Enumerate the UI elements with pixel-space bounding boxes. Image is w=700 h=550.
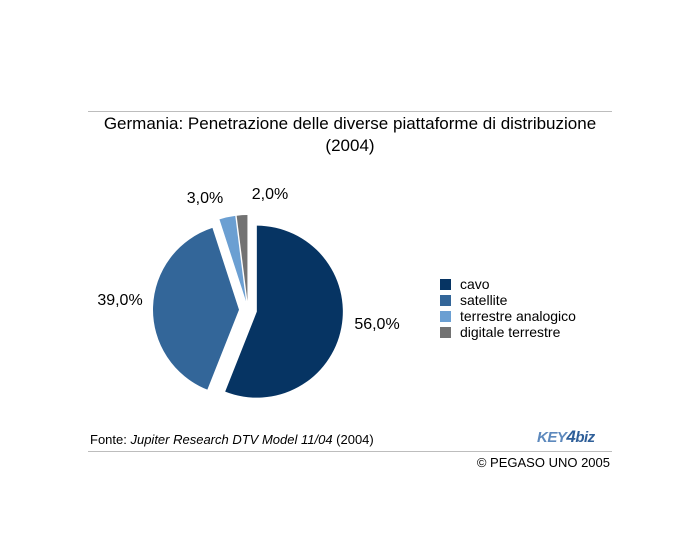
legend-label-digitale-terrestre: digitale terrestre [460, 324, 561, 340]
pie-slice-terrestre-analogico [219, 215, 247, 302]
pie-slice-digitale-terrestre [236, 215, 248, 302]
legend-swatch-terrestre-analogico [440, 310, 451, 322]
copyright-notice: © PEGASO UNO 2005 [476, 455, 610, 470]
chart-legend: cavo satellite terrestre analogico digitale… [440, 276, 576, 340]
source-title: Jupiter Research DTV Model 11/04 [130, 432, 333, 447]
bottom-divider [88, 451, 612, 452]
legend-item-digitale-terrestre: digitale terrestre [440, 324, 576, 340]
chart-title-line-2: (2004) [325, 136, 375, 155]
legend-item-terrestre-analogico: terrestre analogico [440, 308, 576, 324]
data-label-satellite: 39,0% [97, 292, 142, 309]
legend-swatch-satellite [440, 294, 451, 306]
source-suffix: (2004) [332, 432, 374, 447]
legend-label-satellite: satellite [460, 292, 508, 308]
pie-slice-satellite [153, 227, 240, 390]
top-divider [88, 111, 612, 112]
data-label-digitale-terrestre: 2,0% [252, 186, 288, 203]
legend-item-cavo: cavo [440, 276, 576, 292]
legend-item-satellite: satellite [440, 292, 576, 308]
legend-label-terrestre-analogico: terrestre analogico [460, 308, 576, 324]
pie-slice-cavo [225, 225, 343, 398]
chart-title-line-1: Germania: Penetrazione delle diverse pia… [103, 114, 597, 133]
chart-title: Germania: Penetrazione delle diverse pia… [60, 113, 640, 157]
logo-part-biz: biz [575, 429, 595, 446]
source-prefix: Fonte: [90, 432, 131, 447]
legend-swatch-digitale-terrestre [440, 326, 451, 338]
data-label-terrestre-analogico: 3,0% [187, 190, 223, 207]
legend-swatch-cavo [440, 278, 451, 290]
data-label-cavo: 56,0% [354, 316, 399, 333]
legend-label-cavo: cavo [460, 276, 490, 292]
key4biz-logo: KEY4biz [537, 427, 595, 447]
logo-part-key: KEY [537, 429, 567, 446]
source-note: Fonte: Jupiter Research DTV Model 11/04 … [90, 432, 374, 447]
logo-part-4: 4 [566, 427, 576, 446]
